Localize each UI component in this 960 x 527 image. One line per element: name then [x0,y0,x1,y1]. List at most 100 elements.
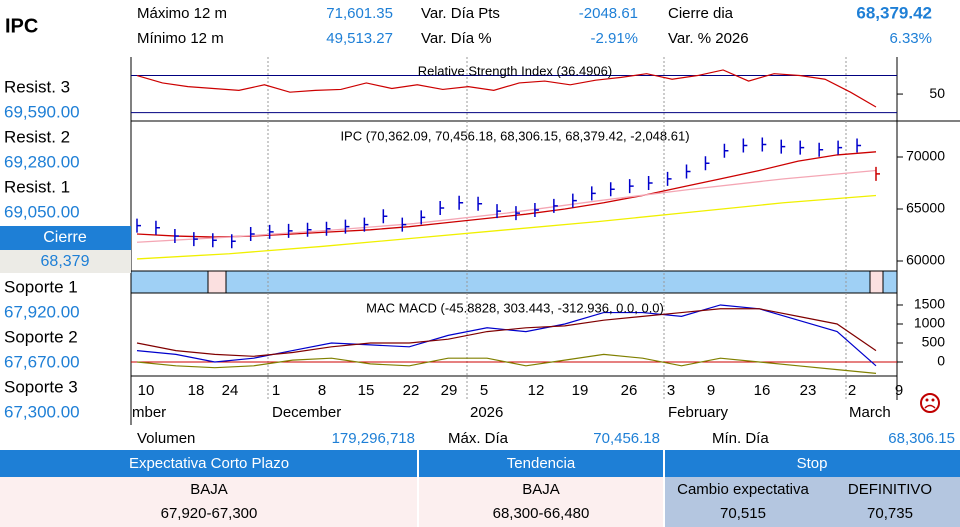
footer-value: 68,306.15 [888,430,955,447]
price-bar [856,138,862,153]
day-label: 8 [318,382,326,399]
level-value: 69,590.00 [4,102,80,121]
price-bar [268,224,274,239]
price-bar [458,195,464,210]
footer-label: Volumen [137,430,195,447]
stat-value: 6.33% [889,30,932,47]
day-label: 2 [848,382,856,399]
stat-value: -2048.61 [579,5,638,22]
stat-label: Var. Día Pts [421,5,500,22]
table-cell: DEFINITIVO [848,481,932,498]
price-bar [553,198,558,213]
sad-icon [920,393,940,413]
price-bar [344,219,350,234]
price-bar [325,221,331,236]
chart-title: MAC MACD (-45.8828, 303.443, -312.936, 0… [366,300,664,315]
price-bar [306,222,312,237]
day-label: 16 [754,382,771,399]
price-bar [875,166,880,181]
table-cell: 68,300-66,480 [493,505,590,522]
day-label: 10 [138,382,155,399]
data-line [136,69,877,108]
table-cell: 67,920-67,300 [161,505,258,522]
day-label: 23 [800,382,817,399]
month-label: December [272,404,341,421]
price-bar [174,229,179,244]
table-header: Stop [797,455,828,472]
month-label: 2026 [470,404,503,421]
level-label: Soporte 2 [4,327,78,346]
table-cell: Cambio expectativa [677,481,809,498]
price-bar [761,137,767,152]
level-value: 69,050.00 [4,202,80,221]
price-bar [287,223,293,238]
table-cell: 70,515 [720,505,766,522]
y-tick-label: 60000 [906,252,945,268]
data-line [136,151,877,238]
table-header: Expectativa Corto Plazo [129,455,289,472]
day-label: 9 [895,382,903,399]
data-line [136,169,877,243]
table-header: Tendencia [507,455,576,472]
footer-label: Máx. Día [448,430,509,447]
price-bar [609,182,615,197]
price-bar [837,140,843,155]
level-label: Resist. 2 [4,127,70,146]
price-bar [477,196,483,211]
price-bar [666,171,672,186]
price-bar [742,138,748,153]
y-tick-label: 1000 [914,315,945,331]
price-bar [685,164,691,179]
data-line [136,194,877,260]
level-value: 67,670.00 [4,352,80,371]
chart-title: IPC (70,362.09, 70,456.18, 68,306.15, 68… [340,128,689,143]
data-line [136,308,877,357]
day-label: 18 [188,382,205,399]
price-bar [155,220,160,235]
title: IPC [5,15,38,37]
y-tick-label: 1500 [914,296,945,312]
price-bar [382,209,388,224]
stat-value: 49,513.27 [326,30,393,47]
price-bar [647,175,653,190]
stat-value: -2.91% [590,30,638,47]
price-bar [363,217,369,232]
price-bar [628,179,634,194]
month-label: March [849,404,891,421]
y-tick-label: 50 [929,85,945,101]
price-bar [723,143,729,158]
month-label: February [668,404,729,421]
price-bar [193,232,198,247]
cierre-value: 68,379 [41,253,90,270]
y-tick-label: 500 [922,334,946,350]
day-label: 5 [480,382,488,399]
price-bar [704,156,710,171]
cierre-label: Cierre [43,229,87,246]
price-bar [230,234,236,249]
price-bar [572,193,577,208]
price-bar [496,204,502,219]
day-label: 19 [572,382,589,399]
stat-label: Var. Día % [421,30,492,47]
table-row-bg [0,477,664,527]
table-cell: BAJA [522,481,560,498]
footer-value: 179,296,718 [332,430,415,447]
day-label: 1 [272,382,280,399]
stat-value: 71,601.35 [326,5,393,22]
cierre-value-bg [0,250,131,273]
level-value: 67,300.00 [4,402,80,421]
level-label: Soporte 1 [4,277,78,296]
price-bar [439,200,445,215]
y-tick-label: 65000 [906,200,945,216]
day-label: 3 [667,382,675,399]
day-label: 22 [403,382,420,399]
price-bar [136,218,141,233]
y-tick-label: 70000 [906,148,945,164]
price-bar [591,186,596,201]
footer-value: 70,456.18 [593,430,660,447]
table-cell: BAJA [190,481,228,498]
y-tick-label: 0 [937,353,945,369]
stat-label: Var. % 2026 [668,30,749,47]
